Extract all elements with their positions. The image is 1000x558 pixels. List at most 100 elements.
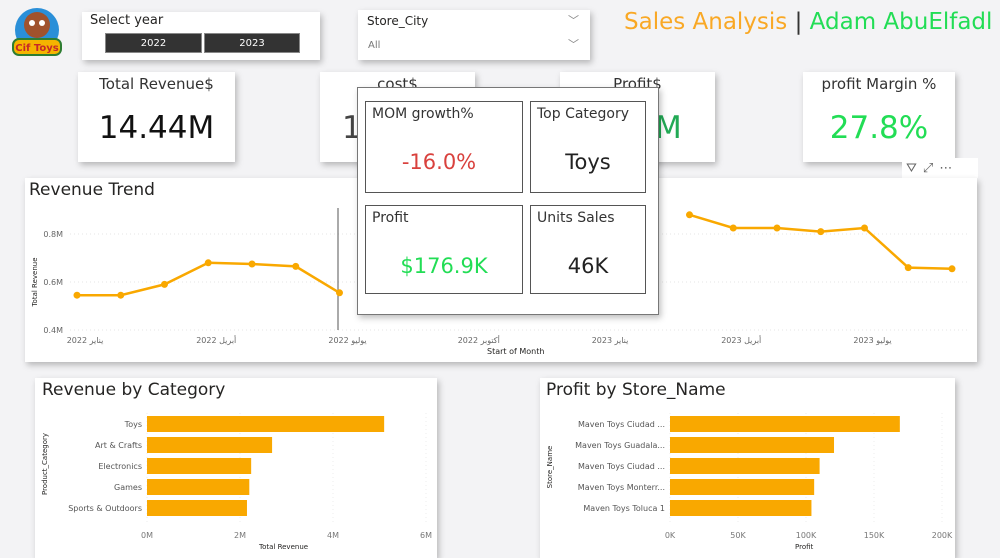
x-tick-label: أبريل 2023	[721, 335, 761, 345]
bar	[147, 479, 250, 495]
card-title: MOM growth%	[372, 106, 474, 122]
bar	[147, 458, 252, 474]
data-point	[73, 291, 81, 299]
visual-header: ⛛ ⤢ ⋯	[902, 158, 978, 178]
kpi-value: 27.8%	[829, 110, 929, 146]
x-tick-label: 100K	[796, 531, 817, 540]
chevron-down-icon[interactable]: ﹀	[568, 14, 579, 27]
filter-icon[interactable]: ⛛	[906, 160, 917, 176]
year-button-2023[interactable]: 2023	[204, 33, 300, 53]
card-value: $176.9K	[400, 254, 488, 278]
profit-by-store-chart: Profit by Store_Name 0K 50K 100K 150K 200K Ma…	[540, 378, 955, 558]
data-point	[336, 289, 343, 297]
kpi-title: profit Margin %	[821, 75, 937, 93]
card-value: Toys	[565, 150, 611, 174]
x-tick-label: 150K	[864, 531, 885, 540]
kpi-value: 14.44M	[98, 110, 215, 146]
x-tick-label: 2M	[234, 531, 246, 540]
data-point	[161, 280, 168, 288]
kpi-value: M	[655, 110, 682, 146]
category-label: Sports & Outdoors	[68, 504, 142, 513]
data-point	[948, 265, 956, 273]
data-point	[861, 224, 868, 232]
category-label: Maven Toys Guadala...	[575, 441, 665, 450]
chart-title: Revenue by Category	[42, 380, 226, 400]
x-tick-label: 200K	[932, 531, 953, 540]
bar	[670, 437, 835, 453]
focus-mode-icon[interactable]: ⤢	[922, 160, 934, 176]
chart-title: Profit by Store_Name	[546, 380, 726, 400]
bar	[670, 458, 820, 474]
x-tick-label: أكتوبر 2022	[458, 335, 500, 345]
svg-text:Cif Toys: Cif Toys	[15, 43, 58, 54]
data-point	[248, 260, 256, 268]
bar	[670, 479, 815, 495]
category-label: Maven Toys Ciudad ...	[578, 462, 665, 471]
x-tick-label: أبريل 2022	[196, 335, 236, 345]
data-point	[292, 262, 300, 270]
data-point	[773, 224, 781, 232]
page-title: Sales Analysis | Adam AbuElfadl	[624, 9, 992, 35]
data-point	[904, 264, 912, 272]
y-tick-label: 0.4M	[43, 326, 63, 335]
data-point	[204, 259, 212, 267]
y-axis-label: Total Revenue	[31, 257, 39, 307]
bar	[670, 500, 812, 516]
x-tick-label: 0K	[665, 531, 676, 540]
title-separator: |	[794, 9, 803, 35]
x-tick-label: 50K	[730, 531, 746, 540]
y-tick-label: 0.6M	[43, 278, 63, 287]
card-title: Units Sales	[537, 210, 615, 226]
tooltip-units-sales: Units Sales 46K	[530, 205, 646, 294]
chevron-down-icon[interactable]: ﹀	[568, 38, 579, 51]
more-options-icon[interactable]: ⋯	[939, 160, 953, 176]
year-slicer-title: Select year	[90, 13, 164, 28]
data-point	[729, 224, 737, 232]
tooltip-top-category: Top Category Toys	[530, 101, 646, 193]
series-line	[689, 213, 953, 271]
store-city-title: Store_City	[367, 14, 429, 28]
bar	[147, 437, 273, 453]
data-point	[817, 228, 825, 236]
card-value: 46K	[567, 254, 609, 278]
data-point	[686, 211, 693, 219]
revenue-by-category-chart: Revenue by Category 0M 2M 4M 6M Toys Art & Cr…	[35, 378, 437, 558]
x-tick-label: 6M	[420, 531, 432, 540]
category-label: Maven Toys Monterr...	[578, 483, 665, 492]
author-name: Adam AbuElfadl	[809, 9, 993, 35]
bar	[147, 500, 247, 516]
series-line	[77, 261, 341, 297]
x-axis-label: Total Revenue	[259, 543, 309, 551]
tooltip-mom-growth: MOM growth% -16.0%	[365, 101, 523, 193]
x-axis-label: Profit	[795, 543, 814, 551]
category-label: Electronics	[98, 462, 142, 471]
card-value: -16.0%	[401, 150, 477, 174]
bar	[147, 416, 385, 432]
store-city-slicer[interactable]: Store_City ﹀ All ﹀	[358, 10, 590, 60]
kpi-value: 1	[342, 110, 362, 146]
category-label: Games	[114, 483, 142, 492]
card-title: Profit	[372, 210, 409, 226]
x-tick-label: يناير 2022	[67, 336, 104, 345]
x-tick-label: 4M	[327, 531, 339, 540]
kpi-total-revenue: Total Revenue$ 14.44M	[78, 72, 235, 162]
kpi-title: Total Revenue$	[99, 75, 214, 93]
x-tick-label: يوليو 2022	[328, 336, 366, 345]
chart-title: Revenue Trend	[29, 180, 155, 200]
x-axis-label: Start of Month	[487, 347, 545, 356]
logo: Cif Toys	[10, 5, 64, 67]
tooltip-popup: MOM growth% -16.0% Top Category Toys Pro…	[357, 87, 659, 315]
year-slicer: Select year 2022 2023	[82, 12, 320, 60]
x-tick-label: 0M	[141, 531, 153, 540]
kpi-profit-margin: profit Margin % 27.8%	[803, 72, 955, 162]
x-tick-label: يناير 2023	[592, 336, 629, 345]
category-label: Art & Crafts	[95, 441, 142, 450]
store-city-value[interactable]: All	[368, 40, 381, 51]
category-label: Toys	[124, 420, 142, 429]
y-tick-label: 0.8M	[43, 230, 63, 239]
category-label: Maven Toys Ciudad ...	[578, 420, 665, 429]
category-label: Maven Toys Toluca 1	[583, 504, 665, 513]
tooltip-profit: Profit $176.9K	[365, 205, 523, 294]
year-button-2022[interactable]: 2022	[105, 33, 202, 53]
title-text: Sales Analysis	[624, 9, 788, 35]
